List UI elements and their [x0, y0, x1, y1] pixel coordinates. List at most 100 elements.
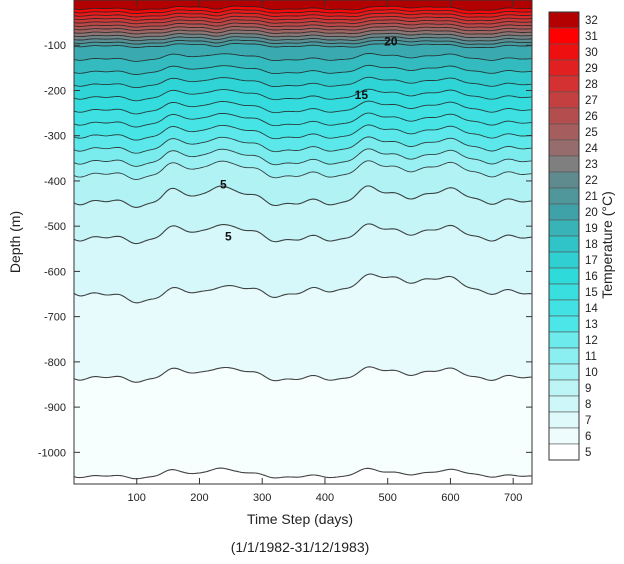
colorbar-swatch-30	[548, 43, 580, 61]
colorbar-label-9: 9	[585, 383, 591, 395]
plot-frame	[73, 0, 533, 485]
isotherm-16	[74, 88, 532, 102]
colorbar-swatch-21	[548, 187, 580, 205]
y-tick-label: -400	[44, 176, 66, 188]
isotherm-17	[74, 76, 532, 89]
y-tick-label: -1000	[38, 447, 66, 459]
y-tick-label: -500	[44, 221, 66, 233]
colorbar: 32 31 30 29 28 27 26 25 24 23 22 21 20 19 18 17 16 15 14 13…	[548, 11, 598, 461]
colorbar-label-19: 19	[585, 223, 598, 235]
colorbar-label-18: 18	[585, 239, 598, 251]
isotherm-27	[74, 19, 532, 25]
colorbar-swatch-23	[548, 155, 580, 173]
isotherm-18	[74, 64, 532, 75]
isotherm-5	[74, 467, 532, 480]
colorbar-swatch-10	[548, 363, 580, 381]
colorbar-swatch-25	[548, 123, 580, 141]
colorbar-swatch-6	[548, 427, 580, 445]
colorbar-label-15: 15	[585, 287, 598, 299]
isotherm-22	[74, 36, 532, 42]
colorbar-swatch-20	[548, 203, 580, 221]
colorbar-swatch-32	[548, 11, 580, 29]
colorbar-swatch-8	[548, 395, 580, 413]
isotherm-31	[74, 5, 532, 11]
colorbar-swatch-5	[548, 443, 580, 461]
isotherm-26	[74, 22, 532, 28]
colorbar-swatch-13	[548, 315, 580, 333]
colorbar-label-25: 25	[585, 127, 598, 139]
colorbar-label-16: 16	[585, 271, 598, 283]
isotherm-6	[74, 366, 532, 383]
x-axis: 100 200 300 400 500 600 700	[128, 0, 522, 504]
colorbar-label-24: 24	[585, 143, 598, 155]
isotherm-8	[74, 223, 532, 245]
contour-label-2: 5	[220, 178, 227, 192]
isotherm-15	[74, 100, 532, 115]
isotherm-9	[74, 185, 532, 208]
x-tick-label: 200	[190, 492, 208, 504]
colorbar-label-13: 13	[585, 319, 598, 331]
colorbar-label-22: 22	[585, 175, 598, 187]
colorbar-label-7: 7	[585, 415, 591, 427]
isotherm-10	[74, 160, 532, 180]
colorbar-label-8: 8	[585, 399, 591, 411]
contour-label-1: 15	[355, 88, 369, 102]
y-axis: -100 -200 -300 -400 -500 -600 -700 -800 -900 -100…	[38, 40, 532, 459]
y-tick-label: -300	[44, 131, 66, 143]
x-axis-title: Time Step (days)	[247, 511, 353, 527]
isotherm-24	[74, 29, 532, 35]
colorbar-swatch-17	[548, 251, 580, 269]
y-tick-label: -800	[44, 357, 66, 369]
colorbar-label-30: 30	[585, 47, 598, 59]
colorbar-label-6: 6	[585, 431, 591, 443]
colorbar-swatch-19	[548, 219, 580, 237]
isotherm-7	[74, 273, 532, 304]
temperature-band-5	[74, 468, 532, 484]
colorbar-label-12: 12	[585, 335, 598, 347]
isotherm-20	[74, 43, 532, 49]
colorbar-swatch-26	[548, 107, 580, 125]
colorbar-swatch-22	[548, 171, 580, 189]
x-tick-label: 300	[253, 492, 271, 504]
isotherm-23	[74, 32, 532, 38]
isotherm-13	[74, 124, 532, 141]
isotherm-19	[74, 52, 532, 62]
colorbar-swatch-16	[548, 267, 580, 285]
colorbar-label-5: 5	[585, 447, 591, 459]
y-tick-label: -100	[44, 40, 66, 52]
colorbar-swatch-7	[548, 411, 580, 429]
colorbar-label-14: 14	[585, 303, 598, 315]
x-tick-label: 100	[128, 492, 146, 504]
temperature-band-6	[74, 366, 532, 484]
colorbar-swatch-9	[548, 379, 580, 397]
colorbar-swatch-15	[548, 283, 580, 301]
colorbar-swatch-24	[548, 139, 580, 157]
contour-label-0: 20	[384, 35, 398, 49]
x-tick-label: 400	[316, 492, 334, 504]
colorbar-swatch-12	[548, 331, 580, 349]
colorbar-label-27: 27	[585, 95, 598, 107]
colorbar-label-31: 31	[585, 31, 598, 43]
colorbar-swatch-27	[548, 91, 580, 109]
isotherm-28	[74, 15, 532, 22]
isotherm-30	[74, 9, 532, 15]
isotherm-14	[74, 112, 532, 128]
colorbar-swatch-29	[548, 59, 580, 77]
x-axis-subtitle: (1/1/1982-31/12/1983)	[231, 539, 370, 555]
colorbar-swatch-18	[548, 235, 580, 253]
colorbar-label-28: 28	[585, 79, 598, 91]
colorbar-swatch-28	[548, 75, 580, 93]
colorbar-label-17: 17	[585, 255, 598, 267]
colorbar-frame	[548, 11, 580, 461]
colorbar-swatch-31	[548, 27, 580, 45]
isotherm-12	[74, 136, 532, 154]
colorbar-label-11: 11	[585, 351, 597, 363]
contour-label-3: 5	[225, 230, 232, 244]
x-tick-label: 500	[379, 492, 397, 504]
y-tick-label: -600	[44, 266, 66, 278]
colorbar-label-32: 32	[585, 15, 598, 27]
y-axis-title: Depth (m)	[7, 211, 23, 273]
y-tick-label: -200	[44, 85, 66, 97]
colorbar-label-29: 29	[585, 63, 598, 75]
